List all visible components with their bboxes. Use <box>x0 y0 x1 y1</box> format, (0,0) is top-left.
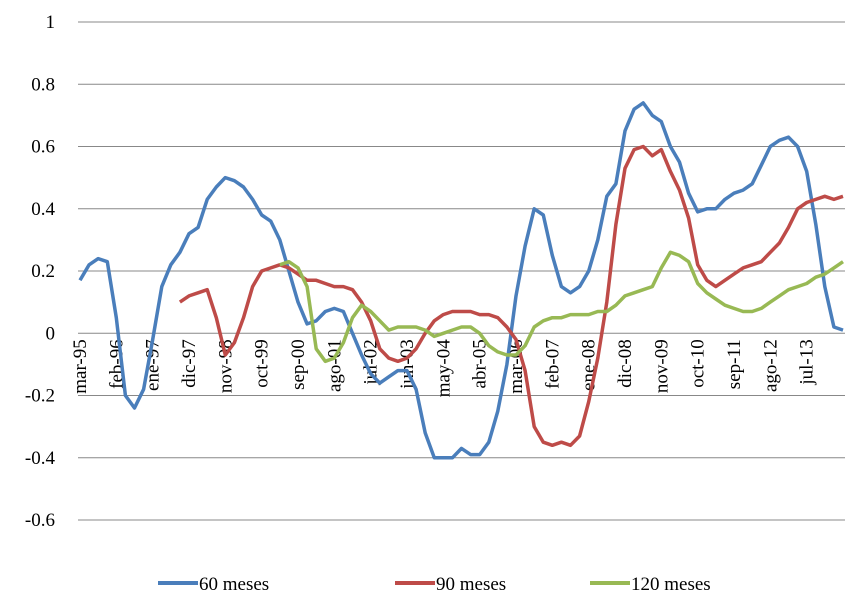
y-tick-label: -0.4 <box>25 448 56 469</box>
x-tick-label: nov-98 <box>215 339 236 393</box>
legend-label: 90 meses <box>436 574 506 595</box>
x-tick-label: ago-01 <box>324 339 345 392</box>
x-tick-label: nov-09 <box>651 339 672 393</box>
x-tick-label: sep-11 <box>724 339 745 389</box>
y-tick-label: 1 <box>46 12 56 33</box>
y-tick-label: 0.2 <box>31 261 55 282</box>
x-tick-label: feb-07 <box>542 339 563 389</box>
x-tick-label: dic-97 <box>179 339 200 388</box>
x-tick-label: oct-10 <box>688 339 709 388</box>
series-line <box>178 144 844 448</box>
x-tick-label: jul-02 <box>361 339 382 385</box>
x-tick-label: mar-95 <box>70 339 91 394</box>
legend-label: 120 meses <box>631 574 711 595</box>
y-tick-label: -0.2 <box>25 386 55 407</box>
series-line <box>279 250 844 364</box>
y-tick-label: 0.8 <box>31 74 55 95</box>
series-line <box>78 101 844 460</box>
x-tick-label: ene-97 <box>143 339 164 391</box>
x-tick-label: may-04 <box>433 339 454 398</box>
x-tick-label: oct-99 <box>252 339 273 388</box>
x-tick-label: mar-06 <box>506 339 527 394</box>
legend-label: 60 meses <box>199 574 269 595</box>
x-tick-label: ago-12 <box>760 339 781 392</box>
y-tick-label: -0.6 <box>25 510 55 531</box>
x-tick-label: dic-08 <box>615 339 636 388</box>
x-tick-label: abr-05 <box>470 339 491 388</box>
y-tick-label: 0.4 <box>31 199 55 220</box>
y-tick-label: 0 <box>46 323 56 344</box>
x-tick-label: jul-13 <box>797 339 818 385</box>
y-tick-label: 0.6 <box>31 137 55 158</box>
x-tick-label: jun-03 <box>397 339 418 390</box>
x-tick-label: sep-00 <box>288 339 309 390</box>
